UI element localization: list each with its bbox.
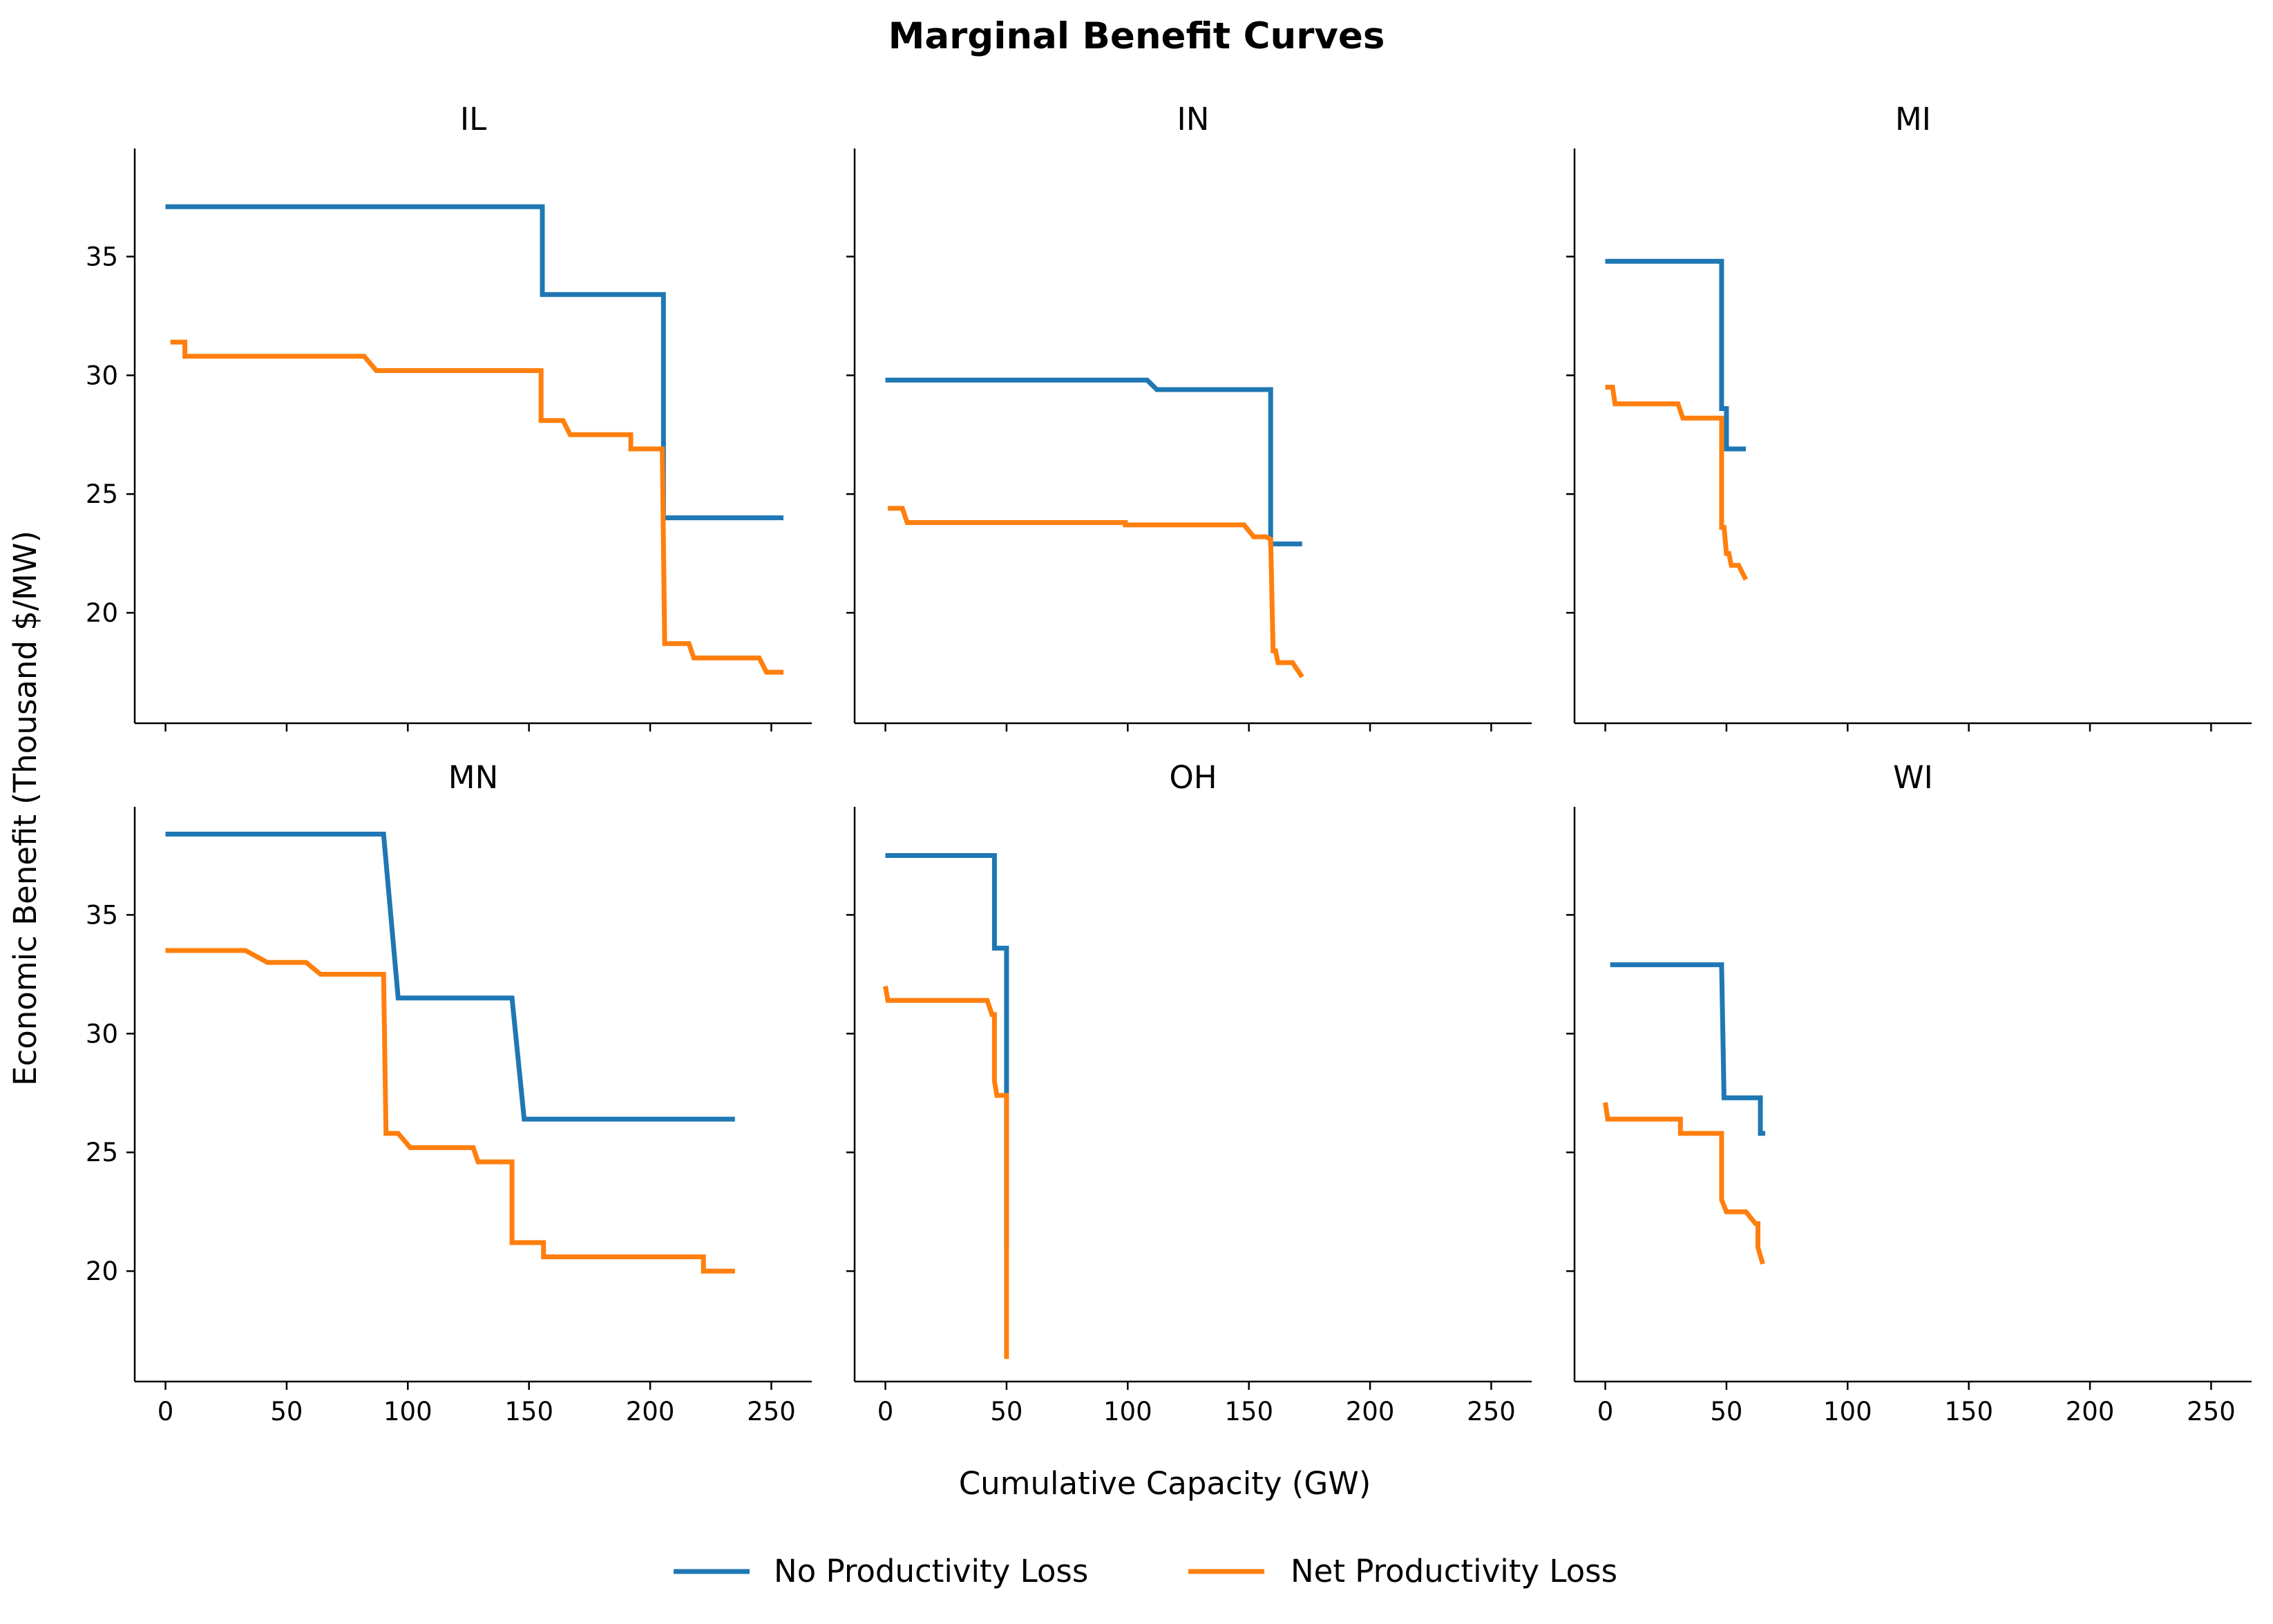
y-tick-label: 35: [86, 242, 118, 271]
x-tick-label: 0: [1597, 1397, 1614, 1426]
panel-in: IN: [846, 101, 1532, 732]
panel-wi: WI 0 50 100 150 200 250: [1566, 759, 2252, 1426]
panel-title-il: IL: [460, 101, 486, 137]
y-tick-label: 20: [86, 598, 118, 628]
panel-il: IL 20 25 30 35: [86, 101, 812, 732]
y-axis-label: Economic Benefit (Thousand $/MW): [7, 531, 44, 1086]
y-tick-label: 25: [86, 479, 118, 509]
x-tick-label: 100: [383, 1397, 432, 1426]
x-tick-label: 0: [877, 1397, 894, 1426]
x-tick-label: 200: [2066, 1397, 2115, 1426]
series-line-no-productivity-loss-oh: [885, 853, 1009, 1248]
x-tick-label: 150: [504, 1397, 553, 1426]
x-tick-label: 250: [1467, 1397, 1516, 1426]
x-tick-label: 50: [270, 1397, 303, 1426]
panel-title-in: IN: [1177, 101, 1210, 137]
series-line-no-productivity-loss-in: [885, 377, 1302, 546]
x-axis-label: Cumulative Capacity (GW): [959, 1465, 1371, 1502]
x-tick-label: 200: [1346, 1397, 1395, 1426]
panel-oh: OH 0 50 100 150 200 250: [846, 759, 1532, 1426]
x-tick-label: 250: [2187, 1397, 2236, 1426]
x-tick-label: 100: [1103, 1397, 1152, 1426]
y-tick-label: 25: [86, 1138, 118, 1167]
y-tick-label: 30: [86, 1019, 118, 1049]
x-tick-label: 150: [1224, 1397, 1273, 1426]
series-line-net-productivity-loss-wi: [1603, 1102, 1765, 1265]
x-tick-label: 50: [1710, 1397, 1742, 1426]
chart-title: Marginal Benefit Curves: [888, 15, 1385, 57]
x-tick-label: 200: [626, 1397, 675, 1426]
legend-label-no-productivity-loss: No Productivity Loss: [774, 1553, 1088, 1589]
series-line-net-productivity-loss-mi: [1605, 385, 1749, 581]
y-tick-label: 35: [86, 900, 118, 930]
x-tick-label: 250: [747, 1397, 796, 1426]
series-line-no-productivity-loss-wi: [1610, 962, 1765, 1136]
panel-title-mi: MI: [1895, 101, 1931, 137]
panel-mi: MI: [1566, 101, 2252, 732]
legend: No Productivity Loss Net Productivity Lo…: [674, 1553, 1617, 1589]
series-line-net-productivity-loss-oh: [883, 985, 1009, 1359]
y-tick-label: 20: [86, 1257, 118, 1286]
panel-mn: MN 20 25 30 35 0 50 100 150 200 250: [86, 759, 812, 1426]
y-tick-label: 30: [86, 361, 118, 390]
x-tick-label: 100: [1823, 1397, 1872, 1426]
series-line-no-productivity-loss-mn: [165, 832, 735, 1122]
series-line-no-productivity-loss-mi: [1605, 258, 1746, 452]
series-line-net-productivity-loss-il: [170, 339, 783, 675]
series-line-net-productivity-loss-in: [888, 506, 1304, 678]
x-tick-label: 150: [1944, 1397, 1993, 1426]
panel-title-wi: WI: [1893, 759, 1933, 796]
panel-title-oh: OH: [1169, 759, 1217, 796]
x-tick-label: 50: [990, 1397, 1023, 1426]
panel-title-mn: MN: [448, 759, 499, 796]
series-line-net-productivity-loss-mn: [165, 948, 735, 1274]
x-tick-label: 0: [158, 1397, 174, 1426]
legend-label-net-productivity-loss: Net Productivity Loss: [1291, 1553, 1617, 1589]
series-line-no-productivity-loss-il: [165, 204, 783, 521]
